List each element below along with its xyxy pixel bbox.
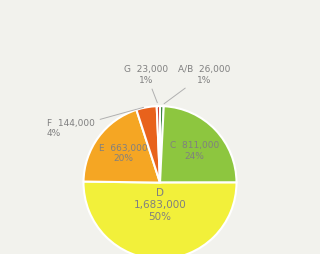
Text: E  663,000
20%: E 663,000 20% xyxy=(99,143,148,162)
Wedge shape xyxy=(157,107,160,183)
Text: D
1,683,000
50%: D 1,683,000 50% xyxy=(134,188,186,221)
Wedge shape xyxy=(160,107,164,183)
Wedge shape xyxy=(136,107,160,183)
Wedge shape xyxy=(84,182,236,254)
Text: C  811,000
24%: C 811,000 24% xyxy=(170,141,219,160)
Wedge shape xyxy=(84,110,160,183)
Text: F  144,000
4%: F 144,000 4% xyxy=(47,108,144,138)
Wedge shape xyxy=(160,107,236,183)
Text: A/B  26,000
1%: A/B 26,000 1% xyxy=(164,65,230,104)
Text: G  23,000
1%: G 23,000 1% xyxy=(124,65,168,103)
